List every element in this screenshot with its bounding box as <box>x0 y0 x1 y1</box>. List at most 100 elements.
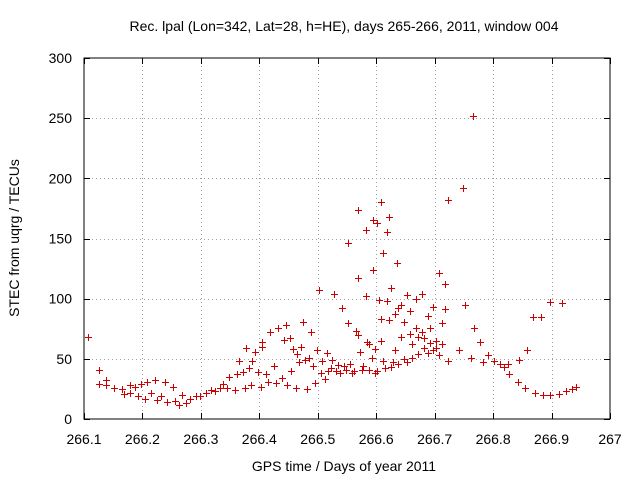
data-point <box>386 214 393 221</box>
data-point <box>197 393 204 400</box>
data-point <box>392 311 399 318</box>
data-point <box>390 359 397 366</box>
data-point <box>172 398 179 405</box>
data-point <box>135 393 142 400</box>
data-point <box>142 396 149 403</box>
data-point <box>279 375 286 382</box>
data-point <box>407 331 414 338</box>
data-point <box>138 381 145 388</box>
data-point <box>421 345 428 352</box>
data-point <box>96 381 103 388</box>
plot-frame <box>83 57 611 420</box>
data-point <box>132 384 139 391</box>
data-point <box>288 368 295 375</box>
data-point <box>395 361 402 368</box>
data-point <box>273 380 280 387</box>
x-tick-label: 266.6 <box>359 431 394 447</box>
data-point <box>524 347 531 354</box>
data-point <box>370 267 377 274</box>
data-point <box>302 357 309 364</box>
data-point <box>532 390 539 397</box>
data-point <box>345 240 352 247</box>
data-point <box>290 346 297 353</box>
data-point <box>345 320 352 327</box>
data-point <box>374 220 381 227</box>
data-point <box>296 359 303 366</box>
y-tick-label: 50 <box>56 351 72 367</box>
data-point <box>220 381 227 388</box>
data-point <box>275 325 282 332</box>
data-point <box>388 285 395 292</box>
data-point <box>203 390 210 397</box>
chart-title: Rec. lpal (Lon=342, Lat=28, h=HE), days … <box>130 18 559 34</box>
data-point <box>217 385 224 392</box>
data-point <box>378 199 385 206</box>
data-point <box>236 358 243 365</box>
x-tick-label: 266.8 <box>476 431 511 447</box>
data-point <box>240 369 247 376</box>
data-point <box>339 305 346 312</box>
x-tick-label: 266.2 <box>125 431 160 447</box>
data-point <box>404 359 411 366</box>
data-point <box>298 344 305 351</box>
data-point <box>127 390 134 397</box>
data-point <box>294 351 301 358</box>
data-point <box>415 351 422 358</box>
data-point <box>263 371 270 378</box>
data-point <box>384 229 391 236</box>
data-point <box>563 388 570 395</box>
data-point <box>255 369 262 376</box>
data-point <box>318 370 325 377</box>
data-point <box>96 367 103 374</box>
data-point <box>530 314 537 321</box>
data-point <box>353 328 360 335</box>
data-point <box>304 386 311 393</box>
data-point <box>384 298 391 305</box>
data-point <box>407 308 414 315</box>
data-point <box>325 368 332 375</box>
data-point <box>351 368 358 375</box>
data-point <box>556 391 563 398</box>
y-tick-label: 100 <box>49 291 73 307</box>
data-point <box>547 392 554 399</box>
data-point <box>319 358 326 365</box>
data-point <box>370 217 377 224</box>
x-tick-label: 266.9 <box>534 431 569 447</box>
data-point <box>439 320 446 327</box>
data-point <box>372 346 379 353</box>
data-point <box>333 368 340 375</box>
data-point <box>380 250 387 257</box>
data-point <box>111 385 118 392</box>
data-point <box>355 207 362 214</box>
data-point <box>355 332 362 339</box>
data-point <box>522 385 529 392</box>
data-point <box>485 352 492 359</box>
data-point <box>271 363 278 370</box>
data-point <box>398 334 405 341</box>
data-point <box>442 281 449 288</box>
data-point <box>516 357 523 364</box>
data-point <box>121 391 128 398</box>
data-point <box>259 339 266 346</box>
data-point <box>413 296 420 303</box>
data-point <box>243 345 250 352</box>
data-point <box>415 334 422 341</box>
data-point <box>445 358 452 365</box>
data-point <box>234 371 241 378</box>
x-tick-label: 266.1 <box>66 431 101 447</box>
data-point <box>573 384 580 391</box>
data-point <box>322 376 329 383</box>
data-point <box>477 339 484 346</box>
data-point <box>392 347 399 354</box>
data-point <box>314 347 321 354</box>
y-axis-label: STEC from uqrg / TECUs <box>6 159 22 317</box>
data-point <box>404 292 411 299</box>
data-point <box>378 316 385 323</box>
data-point <box>505 361 512 368</box>
data-point <box>378 338 385 345</box>
data-point <box>480 359 487 366</box>
data-point <box>284 382 291 389</box>
data-point <box>380 358 387 365</box>
x-tick-label: 266.4 <box>242 431 277 447</box>
